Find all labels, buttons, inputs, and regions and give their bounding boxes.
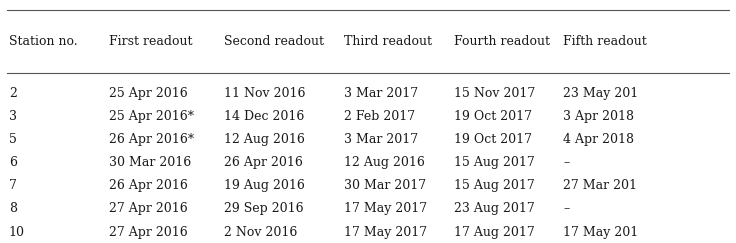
Text: 27 Apr 2016: 27 Apr 2016	[109, 226, 188, 239]
Text: 26 Apr 2016: 26 Apr 2016	[224, 156, 303, 169]
Text: 2: 2	[9, 87, 17, 100]
Text: First readout: First readout	[109, 35, 192, 48]
Text: 6: 6	[9, 156, 17, 169]
Text: –: –	[563, 156, 569, 169]
Text: 14 Dec 2016: 14 Dec 2016	[224, 110, 305, 123]
Text: 27 Apr 2016: 27 Apr 2016	[109, 202, 188, 216]
Text: Second readout: Second readout	[224, 35, 325, 48]
Text: 17 May 201: 17 May 201	[563, 226, 638, 239]
Text: Fourth readout: Fourth readout	[454, 35, 550, 48]
Text: –: –	[563, 202, 569, 216]
Text: 23 Aug 2017: 23 Aug 2017	[454, 202, 535, 216]
Text: 27 Mar 201: 27 Mar 201	[563, 179, 637, 192]
Text: 3: 3	[9, 110, 17, 123]
Text: 7: 7	[9, 179, 17, 192]
Text: 15 Aug 2017: 15 Aug 2017	[454, 179, 535, 192]
Text: 17 Aug 2017: 17 Aug 2017	[454, 226, 535, 239]
Text: 3 Mar 2017: 3 Mar 2017	[344, 133, 419, 146]
Text: 29 Sep 2016: 29 Sep 2016	[224, 202, 304, 216]
Text: 23 May 201: 23 May 201	[563, 87, 638, 100]
Text: 17 May 2017: 17 May 2017	[344, 202, 428, 216]
Text: 12 Aug 2016: 12 Aug 2016	[344, 156, 425, 169]
Text: 3 Mar 2017: 3 Mar 2017	[344, 87, 419, 100]
Text: 19 Oct 2017: 19 Oct 2017	[454, 133, 532, 146]
Text: 15 Aug 2017: 15 Aug 2017	[454, 156, 535, 169]
Text: Third readout: Third readout	[344, 35, 433, 48]
Text: 17 May 2017: 17 May 2017	[344, 226, 428, 239]
Text: 2 Nov 2016: 2 Nov 2016	[224, 226, 298, 239]
Text: 8: 8	[9, 202, 17, 216]
Text: Fifth readout: Fifth readout	[563, 35, 647, 48]
Text: 4 Apr 2018: 4 Apr 2018	[563, 133, 634, 146]
Text: 15 Nov 2017: 15 Nov 2017	[454, 87, 535, 100]
Text: 26 Apr 2016*: 26 Apr 2016*	[109, 133, 194, 146]
Text: 10: 10	[9, 226, 25, 239]
Text: 26 Apr 2016: 26 Apr 2016	[109, 179, 188, 192]
Text: 30 Mar 2016: 30 Mar 2016	[109, 156, 191, 169]
Text: Station no.: Station no.	[9, 35, 77, 48]
Text: 19 Aug 2016: 19 Aug 2016	[224, 179, 305, 192]
Text: 11 Nov 2016: 11 Nov 2016	[224, 87, 306, 100]
Text: 30 Mar 2017: 30 Mar 2017	[344, 179, 427, 192]
Text: 12 Aug 2016: 12 Aug 2016	[224, 133, 305, 146]
Text: 25 Apr 2016: 25 Apr 2016	[109, 87, 188, 100]
Text: 5: 5	[9, 133, 17, 146]
Text: 25 Apr 2016*: 25 Apr 2016*	[109, 110, 194, 123]
Text: 3 Apr 2018: 3 Apr 2018	[563, 110, 634, 123]
Text: 19 Oct 2017: 19 Oct 2017	[454, 110, 532, 123]
Text: 2 Feb 2017: 2 Feb 2017	[344, 110, 416, 123]
